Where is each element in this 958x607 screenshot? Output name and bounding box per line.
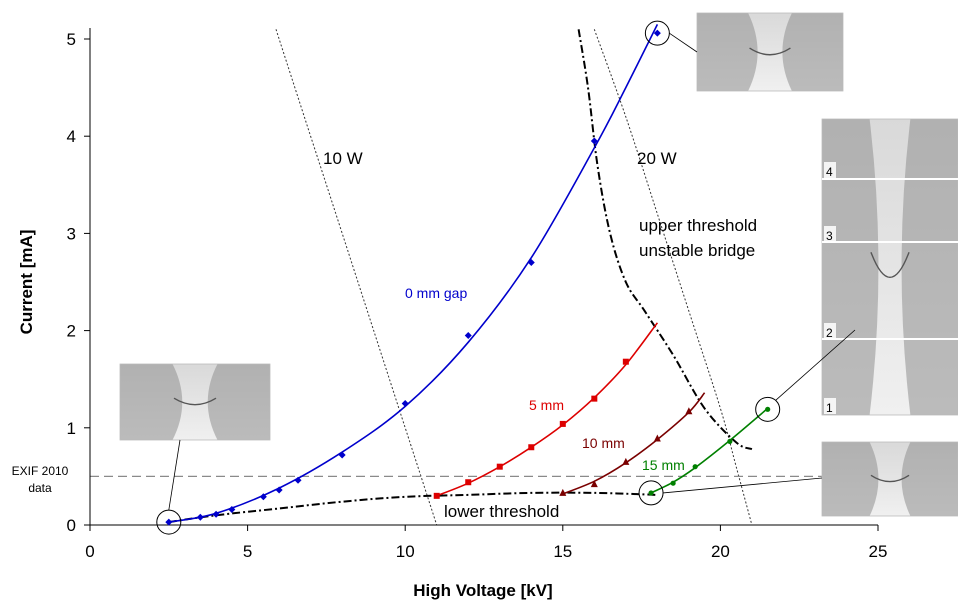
data-point-15mm [670, 480, 676, 486]
lower-threshold-line [168, 491, 658, 524]
leader-line-start [168, 439, 181, 511]
y-axis-title: Current [mA] [17, 230, 36, 335]
data-point-15mm [692, 464, 698, 470]
inset-photo-top [696, 12, 844, 92]
annotation-10w: 10 W [323, 149, 363, 168]
data-point-5mm [496, 463, 503, 470]
inset-number-label: 3 [826, 229, 833, 243]
inset-photo-start-electrode-right [207, 364, 270, 440]
annotation-lower-threshold: lower threshold [444, 502, 559, 521]
series-line-10mm [562, 392, 706, 495]
data-point-10mm [653, 434, 661, 442]
inset-photo-start-bridge [173, 397, 217, 406]
y-tick-label: 0 [67, 516, 76, 535]
inset-photo-stack-electrode-left [822, 119, 879, 415]
x-tick-label: 10 [396, 542, 415, 561]
inset-number-bg [824, 323, 836, 339]
series-label-0mm: 0 mm gap [405, 285, 467, 301]
series-label-10mm: 10 mm [582, 435, 625, 451]
data-point-15mm [648, 490, 654, 496]
highlight-circle-15mm-end [755, 396, 781, 422]
data-point-5mm [528, 444, 535, 451]
data-point-5mm [591, 395, 598, 402]
inset-photo-15mm-electrode-right [901, 442, 958, 516]
data-point-0mm [527, 259, 535, 267]
inset-number-bg [824, 226, 836, 242]
upper-threshold-line [577, 29, 753, 451]
data-point-0mm [653, 29, 661, 37]
data-point-0mm [165, 518, 173, 526]
data-point-0mm [464, 331, 472, 339]
inset-photo-start [119, 363, 271, 441]
exif-label-line2: data [28, 481, 52, 495]
exif-label-line1: EXIF 2010 [12, 464, 69, 478]
inset-number-bg [824, 398, 836, 414]
annotation-unstable-bridge: unstable bridge [639, 241, 755, 260]
data-point-15mm [765, 406, 771, 412]
annotation-upper-threshold: upper threshold [639, 216, 757, 235]
x-tick-label: 0 [85, 542, 94, 561]
inset-number-label: 1 [826, 401, 833, 415]
y-tick-label: 4 [67, 127, 76, 146]
inset-photo-start-border [119, 363, 271, 441]
inset-number-bg [824, 162, 836, 178]
x-axis-title: High Voltage [kV] [413, 581, 552, 600]
inset-photo-stack [821, 118, 958, 416]
data-point-5mm [622, 358, 629, 365]
inset-photo-top-electrode-right [782, 13, 843, 91]
data-point-10mm [590, 480, 598, 488]
series-line-15mm [650, 407, 769, 494]
inset-number-label: 4 [826, 165, 833, 179]
annotation-20w: 20 W [637, 149, 677, 168]
y-tick-label: 2 [67, 322, 76, 341]
data-point-5mm [465, 479, 472, 486]
inset-photo-start-electrode-left [120, 364, 183, 440]
leader-line-15mm-start [663, 477, 823, 494]
data-point-10mm [685, 407, 693, 415]
data-point-10mm [559, 488, 567, 496]
leader-line-top [669, 32, 698, 53]
power-curve-20w [593, 29, 753, 526]
data-point-10mm [622, 457, 630, 465]
inset-photo-stack-bridge [870, 251, 910, 279]
inset-photo-15mm-electrode-left [822, 442, 879, 516]
data-point-0mm [590, 137, 598, 145]
data-point-0mm [228, 505, 236, 513]
y-tick-label: 5 [67, 30, 76, 49]
x-tick-label: 20 [711, 542, 730, 561]
inset-photo-15mm-border [821, 441, 958, 517]
data-point-0mm [275, 486, 283, 494]
data-point-5mm [433, 492, 440, 499]
inset-number-label: 2 [826, 326, 833, 340]
series-label-5mm: 5 mm [529, 397, 564, 413]
inset-photo-15mm [821, 441, 958, 517]
data-point-0mm [259, 493, 267, 501]
data-point-0mm [338, 451, 346, 459]
data-point-0mm [196, 513, 204, 521]
data-point-0mm [212, 510, 220, 518]
data-point-0mm [294, 476, 302, 484]
inset-photo-top-electrode-left [697, 13, 758, 91]
data-point-0mm [401, 400, 409, 407]
inset-photo-15mm-bridge [870, 474, 910, 483]
series-label-15mm: 15 mm [642, 457, 685, 473]
power-curve-10w [275, 29, 438, 526]
x-tick-label: 15 [553, 542, 572, 561]
inset-photo-stack-border [821, 118, 958, 416]
data-point-15mm [727, 438, 733, 445]
leader-line-15mm-end [775, 329, 856, 401]
data-point-5mm [559, 420, 566, 427]
x-tick-label: 25 [869, 542, 888, 561]
y-tick-label: 1 [67, 419, 76, 438]
x-tick-label: 5 [243, 542, 252, 561]
y-tick-label: 3 [67, 224, 76, 243]
inset-photo-stack-electrode-right [901, 119, 958, 415]
inset-photo-top-bridge [749, 47, 791, 56]
